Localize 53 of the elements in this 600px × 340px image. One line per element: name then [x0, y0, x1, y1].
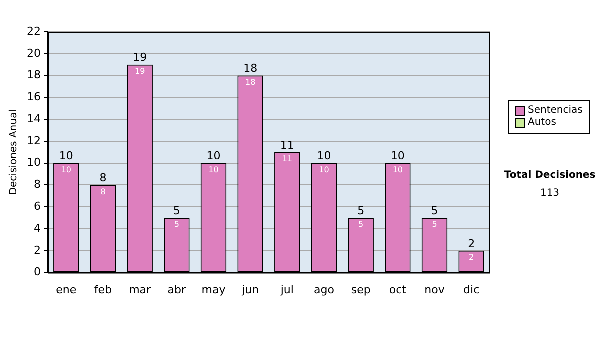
total-label: 2	[468, 237, 476, 250]
x-tick-label: jun	[241, 283, 260, 296]
y-tick-label: 0	[34, 266, 41, 279]
data-label: 5	[174, 220, 180, 230]
data-label: 10	[208, 165, 219, 174]
data-label: 5	[358, 220, 364, 230]
x-tick-label: jul	[280, 283, 294, 296]
total-label: 5	[173, 204, 180, 218]
total-label: 11	[280, 138, 294, 152]
x-tick-label: ene	[56, 283, 77, 296]
data-label: 2	[469, 252, 474, 262]
x-tick-label: dic	[464, 283, 480, 296]
data-label: 10	[392, 165, 404, 174]
x-tick-label: may	[202, 283, 226, 296]
y-tick-label: 12	[26, 134, 41, 148]
x-tick-label: sep	[351, 283, 371, 296]
data-label: 5	[432, 220, 438, 230]
data-label: 18	[245, 78, 256, 87]
y-tick-label: 22	[26, 24, 41, 38]
total-label: 10	[390, 150, 405, 163]
x-tick-label: feb	[94, 283, 112, 296]
y-tick-label: 14	[26, 112, 41, 126]
x-tick-label: nov	[424, 283, 446, 296]
x-tick-label: mar	[129, 283, 152, 296]
y-tick-label: 18	[26, 68, 41, 82]
text: 113	[539, 188, 561, 199]
total-label: 5	[358, 204, 365, 218]
data-label: 10	[61, 165, 72, 174]
data-label: 11	[282, 154, 293, 164]
total-label: 19	[133, 51, 148, 64]
y-tick-label: 10	[26, 156, 41, 170]
text: Total Decisiones	[503, 170, 597, 181]
legend-label: Autos	[527, 117, 558, 129]
total-label: 8	[100, 172, 107, 185]
x-tick-label: ago	[314, 283, 335, 296]
y-tick-label: 6	[34, 200, 41, 213]
data-label: 19	[134, 66, 146, 76]
y-tick-label: 4	[34, 222, 41, 235]
x-tick-label: abr	[168, 283, 187, 296]
total-label: 18	[244, 62, 258, 76]
total-label: 10	[206, 150, 221, 163]
y-tick-label: 16	[26, 90, 41, 104]
x-tick-label: oct	[389, 283, 408, 296]
total-label: 5	[431, 204, 438, 218]
data-label: 10	[319, 165, 330, 174]
y-tick-label: 20	[26, 46, 41, 60]
y-axis-title: Decisiones Anual	[8, 110, 20, 196]
y-tick-label: 2	[34, 244, 41, 257]
legend-label: Sentencias	[527, 105, 583, 117]
y-tick-label: 8	[34, 178, 41, 192]
total-label: 10	[317, 150, 332, 163]
total-label: 10	[59, 150, 74, 163]
data-label: 8	[100, 187, 106, 196]
